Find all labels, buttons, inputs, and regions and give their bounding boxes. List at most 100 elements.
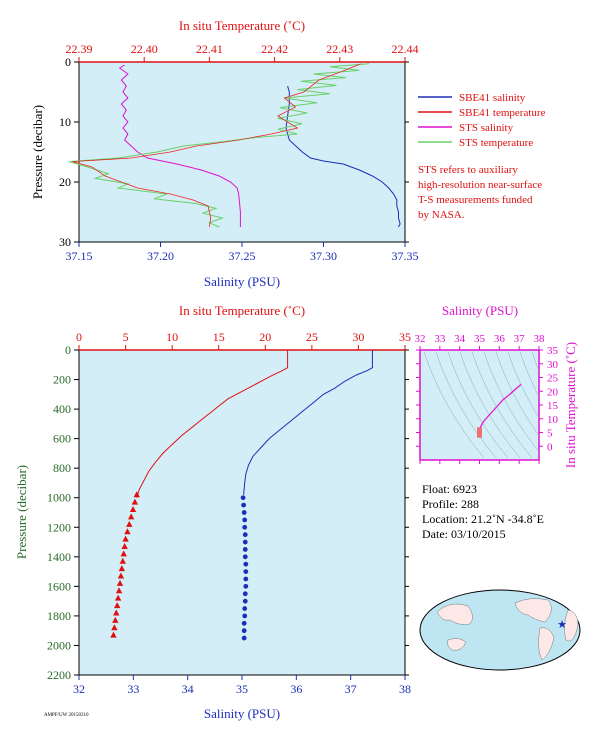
- sbe41-salinity-markers-point: [242, 517, 248, 523]
- temp-tick-label: 22.41: [196, 42, 223, 56]
- pressure-tick-label: 2000: [47, 638, 71, 652]
- ts-temperature-tick-label: 10: [547, 414, 559, 426]
- legend: SBE41 salinity SBE41 temperature STS sal…: [418, 92, 546, 221]
- map-land-australia: [447, 638, 467, 651]
- pressure-tick-label: 200: [53, 373, 71, 387]
- ts-temperature-tick-label: 0: [547, 441, 553, 453]
- sbe41-temperature-core-line: [72, 63, 361, 228]
- salinity-tick-label: 37.35: [392, 249, 419, 263]
- temp-tick-label: 15: [213, 330, 225, 344]
- ts-density-contour: [435, 351, 497, 459]
- salinity-tick-label: 37.20: [147, 249, 174, 263]
- legend-note-line-3: T-S measurements funded: [418, 194, 533, 206]
- float-info: Float: 6923 Profile: 288 Location: 21.2˚…: [422, 482, 544, 541]
- salinity-tick-label: 38: [399, 682, 411, 696]
- ts-temperature-tick-label: 20: [547, 386, 559, 398]
- sbe41-temperature-markers-point: [110, 631, 117, 638]
- ts-series-group: [477, 383, 522, 438]
- ts-density-contours: [423, 351, 539, 459]
- sbe41-temperature-markers-point: [120, 550, 127, 557]
- salinity-tick-label: 33: [127, 682, 139, 696]
- float-id-text: Float: 6923: [422, 482, 477, 496]
- temp-tick-label: 22.42: [261, 42, 288, 56]
- sbe41-salinity-markers-point: [242, 591, 248, 597]
- ts-salinity-ticks: 32 33 34 35 36 37 38: [415, 333, 546, 464]
- date-text: Date: 03/10/2015: [422, 527, 506, 541]
- bottom-salinity-axis-label: Salinity (PSU): [204, 706, 280, 721]
- ts-salinity-tick-label: 37: [514, 333, 526, 345]
- map-land-africa: [564, 609, 579, 642]
- map-land-north-america: [514, 598, 552, 623]
- ts-salinity-tick-label: 35: [474, 333, 486, 345]
- map-land-asia: [436, 603, 473, 625]
- temp-tick-label: 5: [123, 330, 129, 344]
- sbe41-temperature-markers-point: [112, 616, 119, 623]
- salinity-tick-label: 37.15: [66, 249, 93, 263]
- sbe41-temperature-markers-point: [126, 520, 133, 527]
- pressure-tick-label: 1000: [47, 491, 71, 505]
- sbe41-temperature-markers-point: [121, 542, 128, 549]
- map-ocean: [419, 589, 581, 671]
- ts-salinity-axis-label: Salinity (PSU): [442, 303, 518, 318]
- sbe41-temperature-markers-point: [124, 528, 131, 535]
- salinity-tick-label: 36: [290, 682, 302, 696]
- pressure-tick-label: 10: [59, 115, 71, 129]
- salinity-tick-label: 35: [236, 682, 248, 696]
- pressure-tick-label: 1200: [47, 520, 71, 534]
- ts-density-contour: [447, 351, 509, 459]
- ts-temperature-tick-label: 35: [547, 345, 559, 357]
- pressure-tick-label: 800: [53, 461, 71, 475]
- pressure-tick-label: 0: [65, 55, 71, 69]
- top-series-group: [69, 63, 401, 228]
- sbe41-temperature-line: [136, 350, 289, 498]
- sbe41-salinity-markers-point: [242, 532, 248, 538]
- ts-temperature-axis-label: In situ Temperature (˚C): [563, 342, 578, 468]
- salinity-tick-label: 37: [345, 682, 357, 696]
- sbe41-temperature-markers-point: [114, 594, 122, 601]
- world-map-inset: ★: [419, 589, 581, 671]
- sbe41-salinity-markers-point: [242, 539, 248, 545]
- bottom-salinity-ticks: 32 33 34 35 36 37 38: [73, 675, 411, 696]
- ts-temperature-tick-label: 30: [547, 359, 559, 371]
- ts-density-contour: [519, 351, 539, 398]
- temp-tick-label: 30: [352, 330, 364, 344]
- salinity-tick-label: 37.25: [229, 249, 256, 263]
- sbe41-salinity-markers-point: [241, 502, 247, 508]
- temp-tick-label: 22.39: [66, 42, 93, 56]
- legend-label-sts-salinity: STS salinity: [459, 122, 514, 134]
- ts-density-contour: [471, 351, 533, 459]
- legend-label-sts-temperature: STS temperature: [459, 137, 533, 149]
- ts-salinity-tick-label: 38: [534, 333, 546, 345]
- sbe41-temperature-markers-point: [122, 535, 129, 542]
- salinity-tick-label: 37.30: [310, 249, 337, 263]
- temp-tick-label: 22.43: [326, 42, 353, 56]
- ts-salinity-tick-label: 33: [434, 333, 446, 345]
- top-profile-chart: In situ Temperature (˚C) Salinity (PSU) …: [30, 18, 419, 289]
- sbe41-salinity-markers-point: [243, 569, 249, 574]
- top-pressure-axis-label: Pressure (decibar): [30, 105, 45, 199]
- temp-tick-label: 25: [306, 330, 318, 344]
- top-salinity-axis-label: Salinity (PSU): [204, 274, 280, 289]
- sbe41-salinity-markers-point: [242, 606, 248, 611]
- legend-note-line-4: by NASA.: [418, 209, 465, 221]
- temp-tick-label: 22.44: [392, 42, 419, 56]
- ts-salinity-tick-label: 36: [494, 333, 506, 345]
- ts-temperature-tick-label: 25: [547, 373, 559, 385]
- sbe41-salinity-markers-point: [243, 561, 249, 567]
- ts-temperature-tick-label: 15: [547, 400, 559, 412]
- top-temperature-axis-label: In situ Temperature (˚C): [179, 18, 305, 33]
- temp-tick-label: 0: [76, 330, 82, 344]
- sbe41-temperature-markers-point: [113, 609, 120, 616]
- legend-label-sbe41-temperature: SBE41 temperature: [459, 107, 546, 119]
- sbe41-salinity-markers-point: [240, 495, 246, 501]
- legend-note-line-2: high-resolution near-surface: [418, 179, 542, 191]
- ts-deep-water-point: [477, 432, 482, 438]
- ts-density-contour: [483, 351, 539, 453]
- sbe41-temperature-markers-point: [131, 498, 139, 505]
- ts-density-contour: [423, 351, 485, 459]
- salinity-tick-label: 32: [73, 682, 85, 696]
- temp-tick-label: 35: [399, 330, 411, 344]
- sbe41-temperature-markers-point: [113, 602, 121, 609]
